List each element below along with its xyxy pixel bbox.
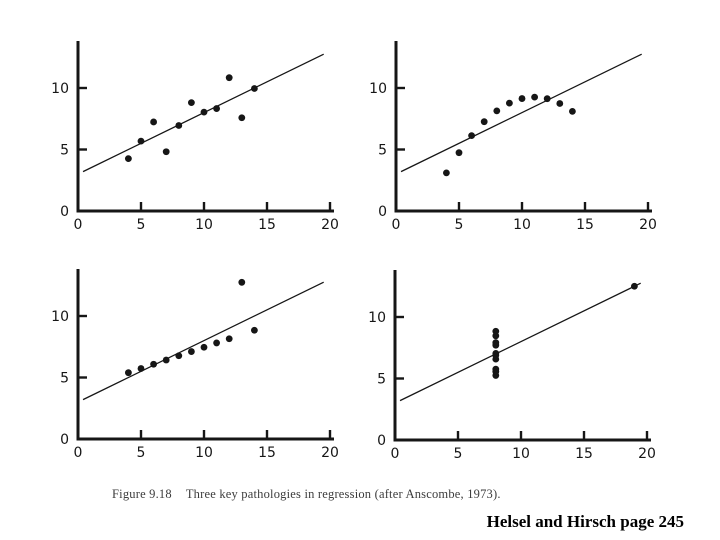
figure-label: Figure 9.18 bbox=[112, 487, 172, 501]
tick-label: 10 bbox=[513, 217, 531, 233]
data-point bbox=[188, 99, 195, 107]
data-point bbox=[492, 365, 500, 373]
tick-label: 0 bbox=[391, 446, 400, 462]
scatter-plot-bottom-right: 0 5 10 15 20 0 5 10 bbox=[368, 270, 656, 462]
data-point bbox=[150, 118, 158, 126]
tick-label: 0 bbox=[378, 204, 387, 220]
tick-label: 10 bbox=[51, 81, 69, 97]
data-point bbox=[506, 99, 513, 107]
data-point bbox=[175, 122, 183, 129]
data-point bbox=[569, 107, 576, 115]
regression-line bbox=[82, 281, 324, 401]
data-point bbox=[518, 95, 526, 102]
tick-label: 20 bbox=[321, 445, 339, 461]
anscombe-quartet-plots: 0 5 10 15 20 0 5 10 0 5 10 15 20 0 5 10 0 5 10 15 20 0 5 10 0 5 10… bbox=[51, 41, 657, 462]
data-point bbox=[188, 348, 195, 355]
data-point bbox=[175, 352, 183, 360]
tick-label: 5 bbox=[377, 372, 386, 388]
tick-label: 0 bbox=[60, 432, 69, 448]
tick-label: 10 bbox=[512, 446, 530, 462]
data-point bbox=[162, 356, 170, 364]
tick-label: 0 bbox=[74, 217, 83, 233]
data-point bbox=[468, 132, 475, 140]
data-point bbox=[480, 118, 488, 126]
tick-label: 20 bbox=[321, 217, 339, 233]
data-point bbox=[631, 282, 638, 290]
tick-label: 5 bbox=[60, 371, 69, 387]
tick-label: 5 bbox=[60, 143, 69, 159]
tick-label: 15 bbox=[576, 217, 594, 233]
scatter-plot-top-left: 0 5 10 15 20 0 5 10 bbox=[51, 41, 339, 233]
tick-label: 0 bbox=[60, 204, 69, 220]
data-point bbox=[493, 107, 501, 115]
tick-label: 5 bbox=[137, 217, 146, 233]
data-point bbox=[124, 155, 132, 163]
data-point bbox=[200, 108, 208, 116]
tick-label: 10 bbox=[195, 445, 213, 461]
scatter-plot-top-right: 0 5 10 15 20 0 5 10 bbox=[369, 41, 657, 233]
data-point bbox=[492, 327, 500, 335]
data-point bbox=[213, 339, 221, 347]
tick-label: 10 bbox=[195, 217, 213, 233]
data-point bbox=[556, 100, 564, 107]
tick-label: 5 bbox=[454, 446, 463, 462]
data-point bbox=[137, 365, 145, 372]
data-point bbox=[455, 149, 463, 157]
data-point bbox=[124, 369, 132, 377]
data-point bbox=[443, 169, 450, 177]
regression-line bbox=[400, 53, 642, 173]
data-point bbox=[150, 360, 158, 368]
data-point bbox=[531, 93, 538, 101]
data-point bbox=[225, 335, 233, 343]
data-point bbox=[543, 95, 551, 103]
scatter-plot-bottom-left: 0 5 10 15 20 0 5 10 bbox=[51, 269, 339, 461]
data-point bbox=[238, 114, 246, 122]
tick-label: 20 bbox=[639, 217, 657, 233]
data-point bbox=[162, 148, 170, 156]
tick-label: 10 bbox=[51, 309, 69, 325]
data-point bbox=[492, 350, 500, 357]
tick-label: 20 bbox=[638, 446, 656, 462]
tick-label: 10 bbox=[368, 310, 386, 326]
tick-label: 15 bbox=[258, 217, 276, 233]
tick-label: 15 bbox=[575, 446, 593, 462]
tick-label: 0 bbox=[74, 445, 83, 461]
tick-label: 5 bbox=[455, 217, 464, 233]
regression-line bbox=[399, 282, 641, 402]
data-point bbox=[200, 343, 208, 351]
tick-label: 5 bbox=[137, 445, 146, 461]
data-point bbox=[137, 137, 145, 145]
data-point bbox=[251, 85, 258, 92]
data-point bbox=[225, 74, 233, 82]
tick-label: 5 bbox=[378, 143, 387, 159]
tick-label: 15 bbox=[258, 445, 276, 461]
tick-label: 10 bbox=[369, 81, 387, 97]
tick-label: 0 bbox=[377, 433, 386, 449]
data-point bbox=[213, 105, 221, 112]
data-point bbox=[492, 339, 500, 347]
tick-label: 0 bbox=[392, 217, 401, 233]
data-point bbox=[238, 278, 246, 286]
figure-caption: Figure 9.18 Three key pathologies in regr… bbox=[112, 487, 501, 502]
data-point bbox=[251, 326, 258, 334]
attribution: Helsel and Hirsch page 245 bbox=[486, 512, 684, 531]
figure-title: Three key pathologies in regression (aft… bbox=[185, 487, 501, 501]
